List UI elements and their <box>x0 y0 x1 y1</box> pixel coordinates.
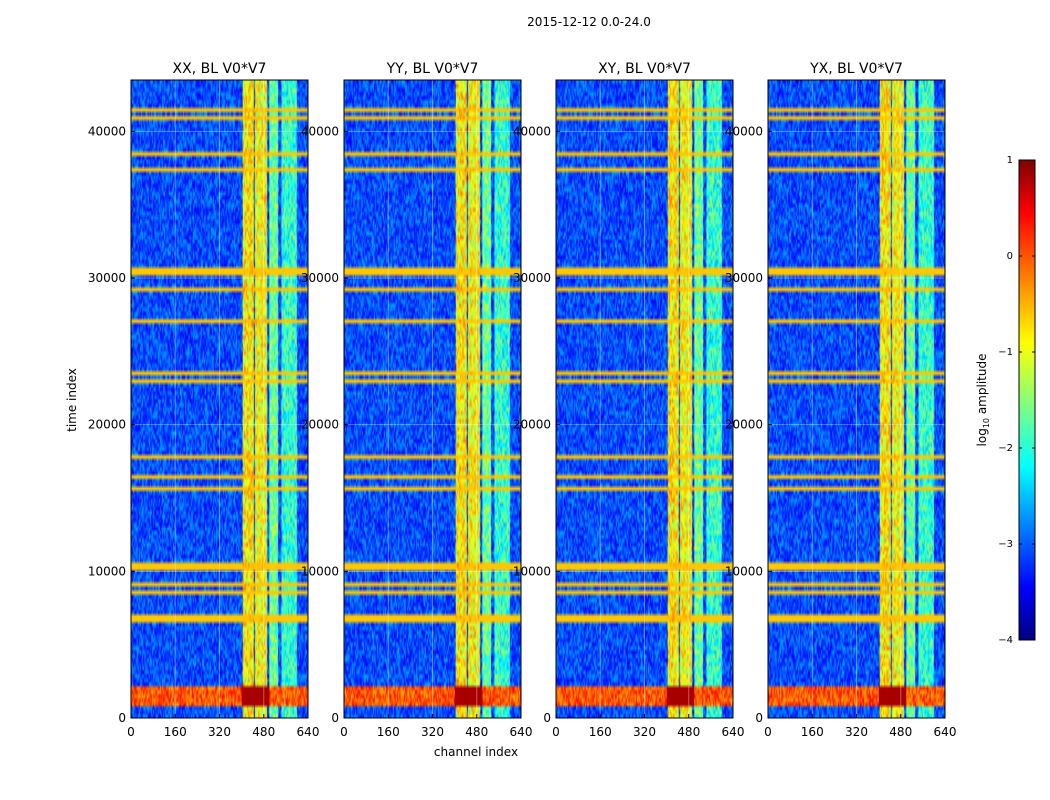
x-tick-label: 480 <box>465 725 488 739</box>
x-tick-label: 0 <box>552 725 560 739</box>
y-tick-label: 40000 <box>513 124 551 138</box>
colorbar-tick-label: −4 <box>998 635 1013 646</box>
y-tick-label: 40000 <box>88 124 126 138</box>
x-tick-label: 480 <box>677 725 700 739</box>
y-tick-label: 20000 <box>725 418 763 432</box>
panel-yx: YX, BL V0*V7 0 160 320 480 640 0 10000 20000 3000… <box>725 61 957 739</box>
x-tick-label: 160 <box>377 725 400 739</box>
y-tick-label: 0 <box>543 711 551 725</box>
colorbar-gradient <box>1018 159 1036 641</box>
y-tick-label: 30000 <box>513 271 551 285</box>
y-tick-label: 0 <box>331 711 339 725</box>
y-tick-label: 40000 <box>725 124 763 138</box>
y-tick-label: 30000 <box>301 271 339 285</box>
heatmap-image-yx <box>768 80 945 718</box>
y-tick-label: 10000 <box>301 564 339 578</box>
x-tick-label: 160 <box>164 725 187 739</box>
figure-suptitle: 2015-12-12 0.0-24.0 <box>527 15 651 29</box>
y-tick-label: 10000 <box>88 564 126 578</box>
x-tick-label: 0 <box>127 725 135 739</box>
colorbar-label: log10 amplitude <box>975 354 991 447</box>
panel-yy: YY, BL V0*V7 0 160 320 480 640 0 10000 20000 3000… <box>301 61 533 739</box>
panels-group: XX, BL V0*V7 0 160 320 480 640 0 10000 20000 3000… <box>88 61 957 739</box>
colorbar-tick-label: −1 <box>998 347 1013 358</box>
x-tick-label: 480 <box>252 725 275 739</box>
heatmap-image-yy <box>344 80 521 718</box>
x-tick-label: 320 <box>633 725 656 739</box>
y-tick-label: 20000 <box>88 418 126 432</box>
colorbar-tick-label: −2 <box>998 443 1013 454</box>
y-tick-label: 0 <box>118 711 126 725</box>
y-tick-label: 10000 <box>513 564 551 578</box>
panel-xy: XY, BL V0*V7 0 160 320 480 640 0 10000 20000 3000… <box>513 61 745 739</box>
x-tick-label: 160 <box>589 725 612 739</box>
y-tick-label: 10000 <box>725 564 763 578</box>
y-tick-label: 30000 <box>88 271 126 285</box>
y-tick-label: 20000 <box>301 418 339 432</box>
x-tick-label: 160 <box>801 725 824 739</box>
y-tick-label: 0 <box>755 711 763 725</box>
x-tick-label: 0 <box>764 725 772 739</box>
heatmap-image-xx <box>131 80 308 718</box>
x-axis-label: channel index <box>434 745 518 759</box>
panel-title: XY, BL V0*V7 <box>598 61 691 77</box>
panel-title: YY, BL V0*V7 <box>386 61 479 77</box>
panel-title: XX, BL V0*V7 <box>173 61 267 77</box>
panel-xx: XX, BL V0*V7 0 160 320 480 640 0 10000 20000 3000… <box>88 61 320 739</box>
colorbar-tick-label: 0 <box>1007 251 1013 262</box>
panel-title: YX, BL V0*V7 <box>809 61 903 77</box>
heatmap-image-xy <box>556 80 733 718</box>
x-tick-label: 320 <box>845 725 868 739</box>
y-tick-label: 20000 <box>513 418 551 432</box>
x-tick-label: 640 <box>297 725 320 739</box>
colorbar-label-base: 10 <box>982 418 991 428</box>
x-tick-label: 320 <box>421 725 444 739</box>
colorbar-tick-label: 1 <box>1007 155 1013 166</box>
y-axis-label: time index <box>65 368 79 432</box>
colorbar-label-log: log <box>975 428 989 446</box>
x-tick-label: 0 <box>340 725 348 739</box>
x-tick-label: 640 <box>934 725 957 739</box>
x-tick-label: 640 <box>722 725 745 739</box>
y-tick-label: 40000 <box>301 124 339 138</box>
y-tick-label: 30000 <box>725 271 763 285</box>
colorbar-label-word: amplitude <box>975 354 989 418</box>
x-tick-label: 640 <box>510 725 533 739</box>
colorbar-ticks: 1 0 −1 −2 −3 −4 <box>998 155 1035 646</box>
colorbar: 10−1−2−3−4 log10 amplitude <box>975 155 1036 646</box>
colorbar-tick-label: −3 <box>998 539 1013 550</box>
x-tick-label: 480 <box>889 725 912 739</box>
x-tick-label: 320 <box>208 725 231 739</box>
